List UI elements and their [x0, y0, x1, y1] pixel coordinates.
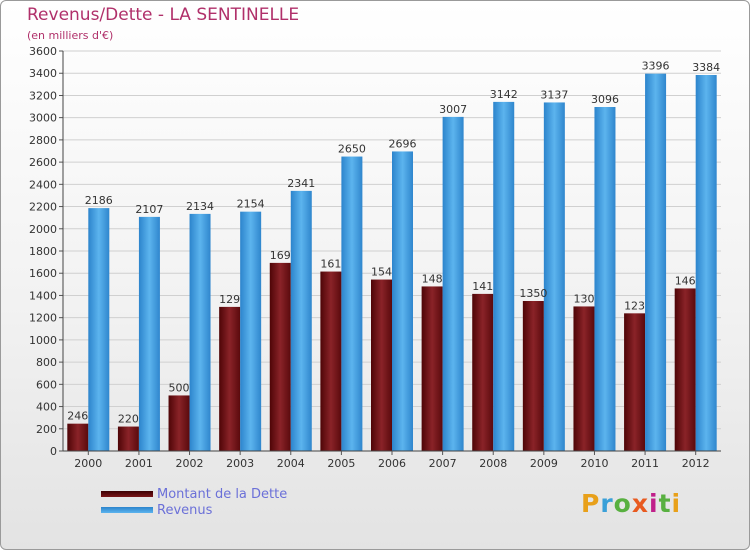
y-tick-label: 800	[36, 356, 57, 369]
data-label-revenus: 2650	[338, 143, 366, 156]
x-tick-label: 2011	[631, 457, 659, 470]
data-label-dette: 220	[118, 413, 139, 426]
x-tick-label: 2009	[530, 457, 558, 470]
y-tick-label: 2600	[29, 156, 57, 169]
data-label-revenus: 2186	[85, 194, 113, 207]
x-tick-label: 2010	[580, 457, 608, 470]
bar-dette	[219, 306, 241, 451]
y-tick-label: 3000	[29, 112, 57, 125]
chart-title: Revenus/Dette - LA SENTINELLE	[27, 5, 300, 25]
x-tick-label: 2000	[74, 457, 102, 470]
bar-dette	[573, 306, 595, 451]
bar-dette	[421, 286, 443, 451]
y-tick-label: 2200	[29, 201, 57, 214]
axis-layer: 0 200 400 600 800 1000 1200 1400 1600 1800 2000 220…	[29, 45, 721, 470]
data-label-dette: 161	[320, 258, 341, 271]
y-tick-label: 400	[36, 401, 57, 414]
data-label-dette: 148	[422, 272, 443, 285]
data-label-revenus: 2154	[237, 198, 265, 211]
bar-dette	[624, 313, 646, 451]
y-tick-label: 2800	[29, 134, 57, 147]
legend-label-dette: Montant de la Dette	[157, 487, 288, 502]
data-label-revenus: 2107	[135, 203, 163, 216]
label-layer: 246 2186 220 2107 500 2134 129 2154 169 2341 161 26…	[67, 60, 720, 426]
x-tick-label: 2007	[429, 457, 457, 470]
y-tick-label: 1000	[29, 334, 57, 347]
data-label-dette: 129	[219, 293, 240, 306]
chart-subtitle: (en milliers d'€)	[27, 29, 114, 42]
x-tick-label: 2002	[176, 457, 204, 470]
legend-swatch-dette	[101, 491, 153, 497]
proxiti-logo: Proxiti	[581, 489, 682, 518]
data-label-revenus: 2134	[186, 200, 214, 213]
bar-revenus	[543, 102, 565, 451]
bar-dette	[117, 426, 139, 451]
bar-revenus	[695, 75, 717, 451]
bar-dette	[674, 288, 696, 451]
x-tick-label: 2012	[682, 457, 710, 470]
y-tick-label: 2400	[29, 178, 57, 191]
data-label-revenus: 3007	[439, 103, 467, 116]
bar-revenus	[594, 107, 616, 451]
x-tick-label: 2004	[277, 457, 305, 470]
bar-revenus	[138, 216, 160, 451]
bar-revenus	[290, 190, 312, 451]
x-tick-label: 2003	[226, 457, 254, 470]
bar-revenus	[341, 156, 363, 452]
y-tick-label: 600	[36, 378, 57, 391]
data-label-revenus: 3384	[692, 61, 720, 74]
data-label-dette: 1350	[519, 287, 547, 300]
legend-label-revenus: Revenus	[157, 503, 213, 518]
bar-dette	[472, 293, 494, 451]
data-label-revenus: 3096	[591, 93, 619, 106]
x-tick-label: 2008	[479, 457, 507, 470]
data-label-dette: 146	[675, 274, 696, 287]
x-tick-label: 2006	[378, 457, 406, 470]
bar-dette	[269, 262, 291, 451]
bar-revenus	[442, 116, 464, 451]
legend-swatch-revenus	[101, 507, 153, 513]
y-tick-label: 1600	[29, 267, 57, 280]
y-tick-label: 1800	[29, 245, 57, 258]
data-label-revenus: 2696	[389, 137, 417, 150]
bar-revenus	[493, 101, 515, 451]
data-label-dette: 154	[371, 266, 392, 279]
bar-dette	[320, 271, 342, 451]
x-tick-label: 2005	[327, 457, 355, 470]
bar-revenus	[240, 211, 262, 451]
bar-dette	[522, 301, 544, 451]
y-tick-label: 1400	[29, 289, 57, 302]
y-tick-label: 3200	[29, 89, 57, 102]
bar-dette	[168, 395, 190, 451]
y-tick-label: 2000	[29, 223, 57, 236]
bar-revenus	[189, 213, 211, 451]
data-label-dette: 169	[270, 249, 291, 262]
y-tick-label: 0	[50, 445, 57, 458]
data-label-dette: 130	[573, 292, 594, 305]
data-label-revenus: 3396	[642, 60, 670, 73]
x-tick-label: 2001	[125, 457, 153, 470]
data-label-revenus: 2341	[287, 177, 315, 190]
bar-revenus	[88, 208, 110, 451]
bar-layer	[67, 73, 717, 452]
bar-revenus	[392, 151, 413, 451]
data-label-dette: 500	[169, 381, 190, 394]
y-tick-label: 3600	[29, 45, 57, 58]
y-tick-label: 200	[36, 423, 57, 436]
bar-dette	[371, 279, 392, 451]
bar-dette	[67, 423, 89, 451]
data-label-revenus: 3142	[490, 88, 518, 101]
bar-revenus	[645, 73, 667, 452]
y-tick-label: 1200	[29, 312, 57, 325]
data-label-dette: 141	[472, 280, 493, 293]
data-label-dette: 246	[67, 410, 88, 423]
data-label-revenus: 3137	[540, 88, 568, 101]
y-tick-label: 3400	[29, 67, 57, 80]
data-label-dette: 123	[624, 299, 645, 312]
